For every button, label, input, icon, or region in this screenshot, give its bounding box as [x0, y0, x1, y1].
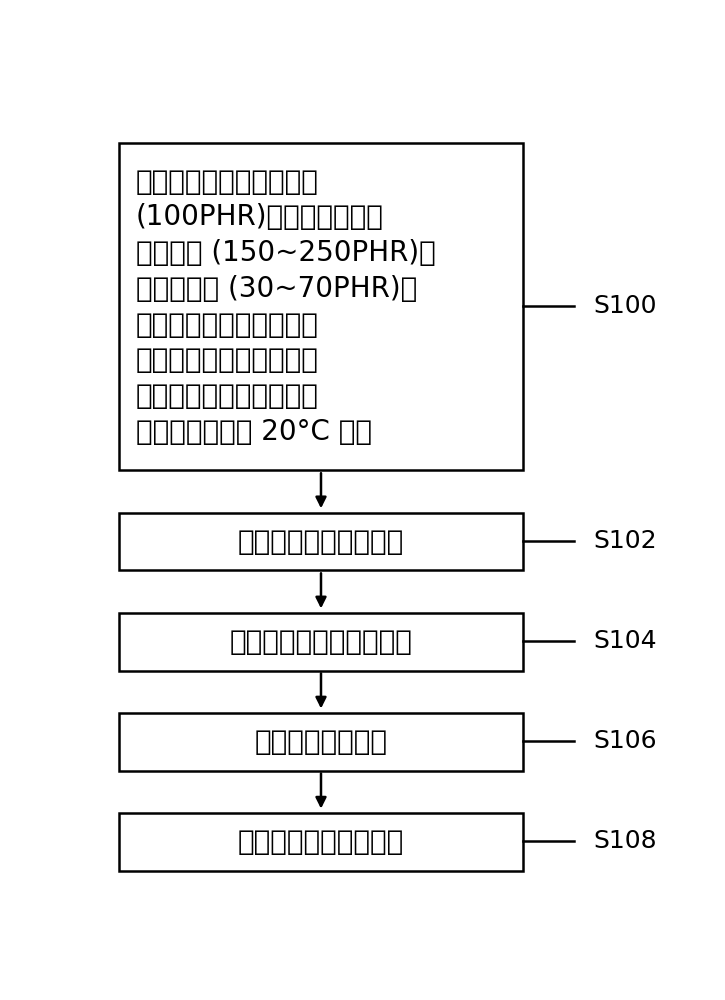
Text: S100: S100	[594, 294, 657, 318]
Text: S106: S106	[594, 729, 657, 753]
Bar	[119, 143, 523, 470]
Text: 以压延机制成片体: 以压延机制成片体	[254, 728, 387, 756]
Text: S108: S108	[594, 829, 657, 853]
Bar	[119, 813, 523, 871]
Text: 引入冷却轮组冷却定型: 引入冷却轮组冷却定型	[238, 828, 404, 856]
Text: S104: S104	[594, 629, 657, 653]
Text: 以轧轮机进行胶化及交联: 以轧轮机进行胶化及交联	[230, 628, 413, 656]
Bar	[119, 513, 523, 570]
Bar	[119, 613, 523, 671]
Bar	[119, 713, 523, 771]
Text: 以捏合机进行均匀混炼: 以捏合机进行均匀混炼	[238, 528, 404, 556]
Text: S102: S102	[594, 529, 657, 553]
Text: 将第一聚烯烃组合物树脂
(100PHR)、第二聚烯烃组
合物树脂 (150~250PHR)以
及弹性树脂 (30~70PHR)以
混合机进行预搅拌，其中
，第一: 将第一聚烯烃组合物树脂 (100PHR)、第二聚烯烃组 合物树脂 (150~25…	[136, 168, 435, 446]
